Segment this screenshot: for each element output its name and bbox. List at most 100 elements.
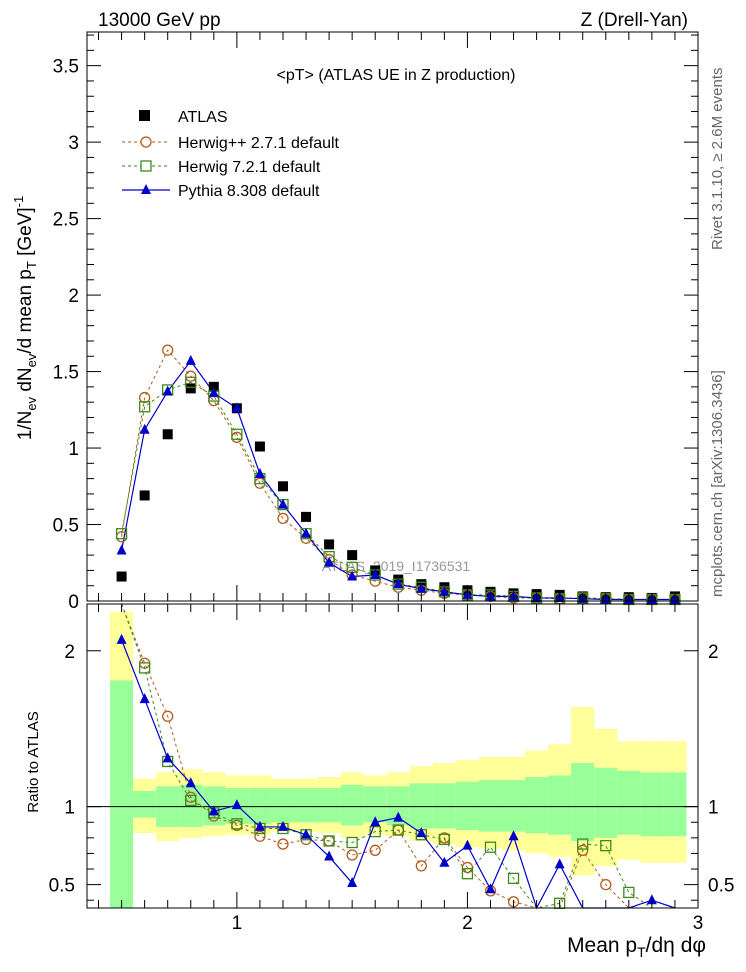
ratio-point-1 — [138, 662, 151, 674]
ratio-point-0 — [577, 844, 589, 856]
ratio-point-2 — [462, 839, 473, 850]
ratio-point-2 — [347, 877, 358, 888]
main-point-3 — [301, 527, 312, 538]
main-point-2 — [138, 401, 151, 413]
ratio-point-1 — [507, 872, 520, 885]
ratio-ytick-label-right: 0.5 — [708, 876, 734, 897]
main-ytick-label: 3 — [68, 133, 79, 154]
ratio-point-2 — [324, 850, 335, 861]
ratio-point-2 — [208, 805, 219, 816]
ratio-point-2 — [277, 820, 288, 831]
main-point-0 — [116, 571, 127, 582]
ratio-point-1 — [623, 886, 635, 899]
main-point-3 — [139, 423, 150, 434]
main-point-0 — [208, 381, 219, 392]
legend-marker-herwigpp — [140, 136, 152, 148]
main-point-2 — [185, 376, 197, 388]
ratio-point-2 — [139, 693, 150, 704]
ratio-point-2 — [554, 858, 565, 869]
ratio-point-1 — [323, 835, 335, 847]
ratio-ytick-label-right: 2 — [708, 642, 719, 663]
main-ytick-label: 0 — [68, 592, 79, 613]
ratio-ytick-label: 2 — [64, 642, 75, 663]
main-point-3 — [208, 386, 219, 397]
mcplots-label: mcplots.cern.ch [arXiv:1306.3436] — [709, 370, 726, 597]
ratio-point-1 — [185, 794, 197, 807]
ratio-band-green — [409, 783, 433, 829]
main-point-3 — [439, 585, 450, 596]
ratio-band-green — [571, 763, 595, 841]
ratio-band-green — [663, 772, 687, 837]
ratio-band-green — [432, 783, 456, 829]
ratio-point-2 — [485, 883, 496, 894]
ratio-point-2 — [116, 633, 127, 644]
main-point-1 — [185, 370, 197, 382]
ratio-ytick-label: 1 — [64, 798, 75, 819]
main-point-2 — [115, 528, 128, 540]
ratio-point-1 — [577, 838, 589, 850]
ratio-plot-marks — [87, 603, 698, 910]
main-point-1 — [138, 391, 151, 404]
ratio-point-1 — [346, 836, 358, 849]
main-point-3 — [116, 544, 127, 555]
main-point-0 — [324, 539, 335, 550]
main-point-1 — [162, 344, 174, 356]
ratio-ytick-label: 0.5 — [49, 876, 75, 897]
main-point-3 — [324, 556, 335, 567]
main-point-3 — [231, 402, 242, 413]
ratio-band-green — [525, 777, 549, 834]
ratio-point-0 — [254, 830, 266, 842]
header-left: 13000 GeV pp — [98, 10, 221, 31]
main-point-3 — [162, 385, 173, 396]
main-ylabel: 1/Nev dNev/d mean pT [GeV]-1 — [11, 196, 39, 441]
ratio-point-2 — [231, 799, 242, 810]
ratio-ytick-label-right: 1 — [708, 798, 719, 819]
main-ytick-label: 0.5 — [53, 516, 79, 537]
ratio-ylabel: Ratio to ATLAS — [25, 711, 42, 812]
ratio-point-2 — [301, 828, 312, 839]
main-point-0 — [254, 441, 265, 452]
main-point-3 — [416, 582, 427, 593]
legend-label-herwigpp: Herwig++ 2.7.1 default — [178, 135, 340, 152]
ratio-point-1 — [392, 824, 404, 836]
main-point-3 — [185, 354, 196, 365]
main-point-0 — [347, 550, 358, 561]
main-point-1 — [277, 512, 289, 525]
legend: ATLAS Herwig++ 2.7.1 default Herwig 7.2.… — [122, 109, 340, 200]
ratio-point-0 — [600, 878, 612, 891]
ratio-point-1 — [438, 833, 451, 846]
main-ytick-label: 2.5 — [53, 210, 79, 231]
ratio-band-green — [455, 781, 479, 831]
ratio-frame — [86, 603, 699, 909]
main-ytick-label: 2 — [68, 286, 79, 307]
rivet-label: Rivet 3.1.10, ≥ 2.6M events — [709, 68, 726, 251]
ratio-point-0 — [162, 710, 174, 722]
main-point-0 — [139, 490, 150, 501]
main-ytick-label: 1 — [68, 439, 79, 460]
main-point-0 — [277, 481, 288, 492]
ratio-point-2 — [185, 777, 196, 788]
ratio-line-0 — [121, 603, 675, 909]
ratio-point-0 — [369, 844, 381, 856]
ratio-band-green — [340, 784, 364, 826]
ratio-band-green — [363, 786, 387, 823]
ratio-band-green — [617, 770, 641, 835]
legend-marker-herwig7 — [140, 160, 152, 172]
legend-label-herwig7: Herwig 7.2.1 default — [178, 159, 321, 176]
ratio-band-green — [133, 791, 157, 818]
ratio-point-0 — [277, 838, 289, 850]
main-frame — [86, 31, 699, 602]
main-ytick-label: 3.5 — [53, 57, 79, 78]
main-point-3 — [393, 578, 404, 589]
ratio-band-green — [386, 786, 410, 826]
axes: 00.511.522.533.51 2 30.5 0.51 12 2 — [49, 31, 734, 934]
ratio-band-green — [271, 787, 295, 823]
main-point-0 — [301, 511, 312, 522]
legend-label-pythia: Pythia 8.308 default — [178, 183, 320, 200]
legend-label-atlas: ATLAS — [178, 109, 228, 126]
ratio-point-2 — [439, 856, 450, 867]
header-right: Z (Drell-Yan) — [581, 10, 688, 31]
ratio-band-green — [110, 680, 134, 908]
ratio-band-green — [594, 767, 618, 838]
ratio-point-0 — [346, 849, 358, 861]
